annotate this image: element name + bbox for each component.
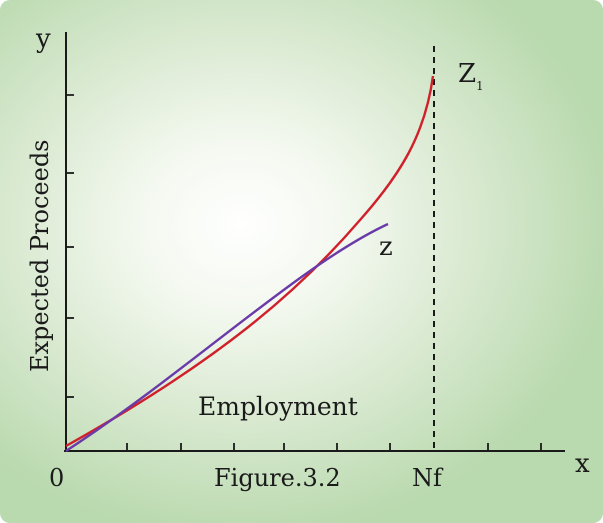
- curve-z: [65, 222, 389, 453]
- curve-z1-subscript: 1: [476, 79, 484, 93]
- curve-z1-label: Z: [458, 59, 476, 89]
- curve-z-label: z: [379, 232, 393, 262]
- y-axis-label: Expected Proceeds: [26, 140, 54, 373]
- y-axis-ticks: [66, 94, 74, 398]
- curve-z1: [65, 75, 435, 448]
- figure-caption: Figure.3.2: [214, 464, 341, 492]
- nf-label: Nf: [412, 464, 444, 492]
- x-axis-letter: x: [575, 449, 590, 479]
- x-axis-ticks: [126, 443, 542, 451]
- origin-label: 0: [49, 464, 64, 492]
- y-axis-letter: y: [35, 24, 51, 54]
- x-axis-label: Employment: [198, 392, 358, 421]
